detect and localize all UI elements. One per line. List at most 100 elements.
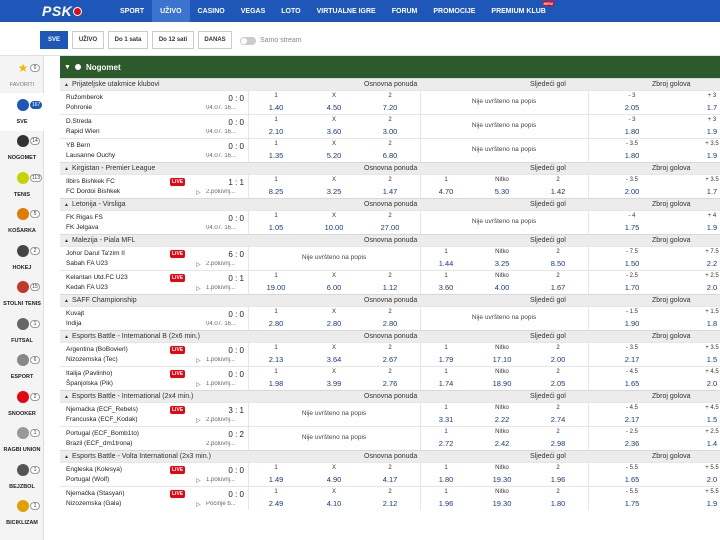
home-team: Kelantan Utd.FC U23	[66, 274, 128, 281]
nav-item-3[interactable]: VEGAS	[233, 0, 274, 22]
odd-label: X	[331, 213, 336, 219]
match-row[interactable]: FK Rigas FS FK Jelgava 0 : 0 04.07. 16... 1 1…	[60, 210, 720, 234]
league-header[interactable]: ▲ SAFF Championship Osnovna ponuda Sljedeći…	[60, 294, 720, 306]
odd-value: 19.00	[266, 283, 286, 292]
match-row[interactable]: Kuvajt Indija 0 : 0 04.07. 16... 1 2.80 X 2.80 2…	[60, 306, 720, 330]
odd-label: 2	[388, 177, 392, 183]
column-divider	[588, 211, 589, 234]
nav-item-7[interactable]: PROMOCIJE	[425, 0, 483, 22]
league-header[interactable]: ▲ Prijateljske utakmice klubovi Osnovna po…	[60, 78, 720, 90]
match-time: 04.07. 16...	[206, 225, 237, 231]
play-icon[interactable]: ▷	[196, 190, 201, 196]
nav-item-6[interactable]: FORUM	[384, 0, 426, 22]
odd-value: 2.0	[706, 283, 718, 292]
league-header[interactable]: ▲ Kirgistan - Premier League Osnovna ponud…	[60, 162, 720, 174]
odd-label: 1	[274, 489, 278, 495]
play-icon[interactable]: ▷	[196, 478, 201, 484]
sidebar-item-8[interactable]: 6 ESPORT	[0, 348, 44, 386]
odd-label: - 3.5	[625, 141, 638, 147]
col-header-next-goal: Sljedeći gol	[530, 165, 566, 172]
league-name: Esports Battle - International (2x4 min.…	[72, 393, 194, 400]
column-divider	[588, 247, 589, 270]
odd-value: 2.22	[494, 415, 510, 424]
sidebar-item-0[interactable]: ★ 0 FAVORITI	[0, 56, 44, 94]
odd-value: 1.80	[624, 127, 640, 136]
away-team: Kedah FA U23	[66, 284, 108, 291]
match-row[interactable]: Italija (Pavlinho) Španjolska (Pik) LIVE ▷ 0…	[60, 366, 720, 390]
filter-all-button[interactable]: SVE	[40, 31, 68, 49]
col-header-main: Osnovna ponuda	[364, 201, 418, 208]
league-header[interactable]: ▲ Malezija - Piala MFL Osnovna ponuda Sljed…	[60, 234, 720, 246]
sidebar-count-badge: 2	[30, 392, 40, 401]
match-row[interactable]: Engleska (Kolesya) Portugal (Wolf) LIVE ▷ 0 …	[60, 462, 720, 486]
odd-label: 2	[388, 309, 392, 315]
sidebar-item-label: STOLNI TENIS	[3, 301, 41, 307]
sidebar-item-10[interactable]: 1 RAGBI UNION	[0, 421, 44, 459]
filter-today-button[interactable]: DANAS	[198, 31, 232, 49]
col-header-next-goal: Sljedeći gol	[530, 81, 566, 88]
odd-value: 4.17	[382, 475, 398, 484]
sidebar-item-4[interactable]: 5 KOŠARKA	[0, 202, 44, 240]
odd-value: 2.00	[550, 355, 566, 364]
filter-12h-button[interactable]: Do 12 sati	[152, 31, 194, 49]
odd-label: 1	[444, 429, 448, 435]
sidebar-item-12[interactable]: 1 BICIKLIZAM	[0, 494, 44, 532]
sidebar-item-1[interactable]: 167 SVE	[0, 92, 44, 131]
match-row[interactable]: Portugal (ECF_Bomb1to) Brazil (ECF_dm1tro…	[60, 426, 720, 450]
filter-live-button[interactable]: UŽIVO	[72, 31, 104, 49]
football-icon	[17, 135, 29, 147]
psk-logo[interactable]: PSK	[0, 0, 112, 22]
nav-item-5[interactable]: VIRTUALNE IGRE	[309, 0, 384, 22]
nav-item-label: VIRTUALNE IGRE	[316, 7, 376, 15]
sidebar-item-7[interactable]: 1 FUTSAL	[0, 312, 44, 350]
col-header-main: Osnovna ponuda	[364, 81, 418, 88]
play-icon[interactable]: ▷	[196, 262, 201, 268]
league-header[interactable]: ▲ Esports Battle - International B (2x6 m…	[60, 330, 720, 342]
play-icon[interactable]: ▷	[196, 502, 201, 508]
sport-header[interactable]: ▼ Nogomet	[60, 56, 720, 78]
play-icon[interactable]: ▷	[196, 358, 201, 364]
sidebar-item-5[interactable]: 2 HOKEJ	[0, 239, 44, 277]
sidebar-item-11[interactable]: 1 BEJZBOL	[0, 458, 44, 496]
odd-value: 4.70	[438, 187, 454, 196]
odd-value: 2.76	[382, 379, 398, 388]
sidebar-item-9[interactable]: 2 SNOOKER	[0, 385, 44, 423]
nav-item-label: PREMIUM KLUB	[491, 7, 546, 15]
chevron-down-icon: ▲	[64, 394, 69, 400]
odd-value: 5.30	[494, 187, 510, 196]
play-icon[interactable]: ▷	[196, 286, 201, 292]
league-header[interactable]: ▲ Letonija - Virsliga Osnovna ponuda Sljede…	[60, 198, 720, 210]
nav-item-8[interactable]: PREMIUM KLUB NEW	[483, 0, 554, 22]
nav-item-0[interactable]: SPORT	[112, 0, 152, 22]
sidebar-item-3[interactable]: 113 TENIS	[0, 166, 44, 204]
league-name: Letonija - Virsliga	[72, 201, 126, 208]
nav-item-1[interactable]: UŽIVO	[152, 0, 190, 22]
odd-label: 1	[274, 141, 278, 147]
play-icon[interactable]: ▷	[196, 418, 201, 424]
odd-value: 1.40	[268, 103, 284, 112]
nav-item-4[interactable]: LOTO	[273, 0, 308, 22]
odd-label: + 4.5	[705, 369, 719, 375]
match-row[interactable]: YB Bern Lausanne Ouchy 0 : 0 04.07. 16... 1 1…	[60, 138, 720, 162]
match-row[interactable]: Njemačka (ECF_Rebels) Francuska (ECF_Koda…	[60, 402, 720, 426]
collapse-icon: ▼	[64, 63, 71, 71]
away-team: FC Dordoi Bishkek	[66, 188, 121, 195]
filter-1h-button[interactable]: Do 1 sata	[108, 31, 148, 49]
match-row[interactable]: Argentina (BoBovierl) Nizozemska (Tec) LIV…	[60, 342, 720, 366]
nav-item-2[interactable]: CASINO	[190, 0, 233, 22]
match-row[interactable]: Njemačka (Stasyan) Nizozemska (Gala) LIVE ▷…	[60, 486, 720, 510]
match-row[interactable]: Johor Darul Ta'zim II Sabah FA U23 LIVE ▷ 6 …	[60, 246, 720, 270]
sidebar-item-2[interactable]: 14 NOGOMET	[0, 129, 44, 167]
odd-label: Nitko	[495, 369, 509, 375]
sidebar-item-label: KOŠARKA	[8, 228, 36, 234]
play-icon[interactable]: ▷	[196, 382, 201, 388]
odd-label: - 2.5	[625, 273, 638, 279]
match-row[interactable]: Ilbirs Bishkek FC FC Dordoi Bishkek LIVE ▷ 1…	[60, 174, 720, 198]
sidebar-item-6[interactable]: 15 STOLNI TENIS	[0, 275, 44, 313]
match-row[interactable]: D.Streda Rapid Wien 0 : 0 04.07. 16... 1 2.10…	[60, 114, 720, 138]
stream-toggle[interactable]	[240, 37, 256, 45]
match-row[interactable]: Ružomberok Pohronie 0 : 0 04.07. 16... 1 1.40…	[60, 90, 720, 114]
match-row[interactable]: Kelantan Utd.FC U23 Kedah FA U23 LIVE ▷ 0 : …	[60, 270, 720, 294]
league-header[interactable]: ▲ Esports Battle - International (2x4 min…	[60, 390, 720, 402]
league-header[interactable]: ▲ Esports Battle - Volta International (2…	[60, 450, 720, 462]
